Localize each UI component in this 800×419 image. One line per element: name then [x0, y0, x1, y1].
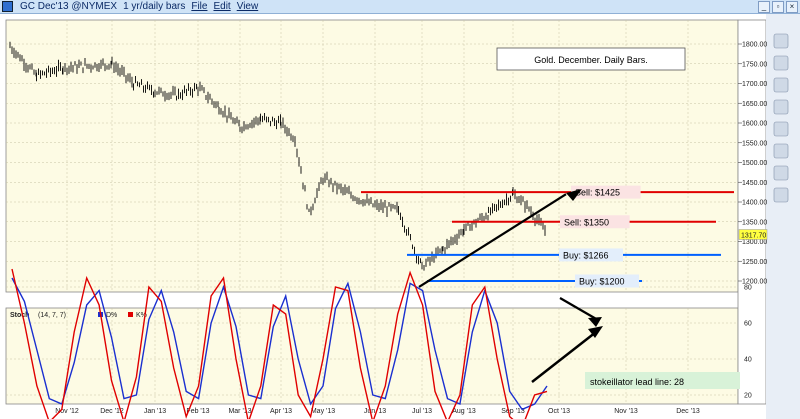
lead-line-label: stokeillator lead line: 28: [590, 377, 684, 387]
y-tick-label: 1650.00: [742, 101, 767, 108]
stoch-arrow-head: [588, 326, 603, 338]
stoch-tick-label: 80: [744, 285, 752, 292]
buy-level-label: Buy: $1266: [563, 250, 609, 260]
x-tick-label: Nov '13: [614, 408, 638, 415]
symbol-selector[interactable]: GC Dec'13 @NYMEX: [20, 1, 118, 12]
x-tick-label: Dec '12: [100, 408, 124, 415]
timeframe-selector[interactable]: 1 yr/daily bars: [123, 1, 186, 12]
sell-level-label: Sell: $1350: [564, 217, 609, 227]
y-tick-label: 1450.00: [742, 180, 767, 187]
tool-erase-icon[interactable]: [773, 187, 789, 203]
trendline-arrowhead: [566, 189, 582, 201]
menu-view[interactable]: View: [236, 1, 259, 12]
legend-label-k: K%: [136, 312, 147, 319]
y-tick-label: 1350.00: [742, 219, 767, 226]
y-tick-label: 1700.00: [742, 81, 767, 88]
tool-zoom-icon[interactable]: [773, 121, 789, 137]
x-tick-label: Jul '13: [412, 408, 432, 415]
y-tick-label: 1600.00: [742, 121, 767, 128]
x-tick-label: Sep '13: [501, 408, 525, 415]
menu-file[interactable]: File: [191, 1, 208, 12]
tool-text-icon[interactable]: [773, 99, 789, 115]
x-tick-label: Apr '13: [270, 408, 292, 415]
stoch-tick-label: 60: [744, 321, 752, 328]
chart-area: Nov '12 Dec '12 Jan '13 Feb '13 Mar '13 Apr '…: [0, 14, 800, 419]
lead-line-label-bg: [585, 372, 740, 389]
last-price-marker: [738, 229, 768, 240]
stoch-tick-label: 20: [744, 393, 752, 400]
stoch-arrow-line: [531, 331, 597, 383]
stoch-line-d: [11, 277, 548, 411]
chart-title: Gold. December. Daily Bars.: [534, 55, 648, 65]
stoch-title: Stoch: [10, 312, 29, 319]
trendline: [418, 193, 567, 288]
last-price-label: 1317.70: [741, 233, 766, 240]
menu-edit[interactable]: Edit: [213, 1, 231, 12]
legend-swatch-k: [128, 312, 133, 317]
tool-cursor-icon[interactable]: [773, 55, 789, 71]
price-axis: [737, 19, 767, 405]
minimize-icon[interactable]: _: [758, 1, 770, 13]
y-tick-label: 1300.00: [742, 239, 767, 246]
price-bars: [9, 41, 546, 271]
sell-level-label-bg: [571, 185, 641, 199]
y-tick-label: 1400.00: [742, 200, 767, 207]
title-bar: GC Dec'13 @NYMEX 1 yr/daily bars File Ed…: [0, 0, 800, 14]
buy-level-label-bg: [575, 274, 639, 288]
x-tick-label: Nov '12: [55, 408, 79, 415]
sell-level-label: Sell: $1425: [575, 188, 620, 198]
stoch-params: (14, 7, 7): [38, 312, 66, 319]
tool-channel-icon[interactable]: [773, 165, 789, 181]
tool-crosshair-icon[interactable]: [773, 33, 789, 49]
y-tick-label: 1750.00: [742, 61, 767, 68]
x-tick-label: Jun '13: [364, 408, 386, 415]
forecast-arrow-head: [588, 317, 602, 327]
buy-level-label: Buy: $1200: [579, 277, 625, 287]
chart-title-box: [496, 47, 686, 71]
y-tick-label: 1250.00: [742, 259, 767, 266]
x-tick-label: Oct '13: [548, 408, 570, 415]
x-tick-label: Mar '13: [228, 408, 251, 415]
forecast-arrow-line: [559, 297, 599, 321]
tool-line-icon[interactable]: [773, 77, 789, 93]
close-icon[interactable]: ×: [786, 1, 798, 13]
right-toolbar: [766, 14, 800, 419]
app-icon: [2, 1, 13, 12]
buy-level-label-bg: [559, 248, 623, 262]
x-tick-label: Aug '13: [452, 408, 476, 415]
x-tick-label: Feb '13: [186, 408, 209, 415]
y-tick-label: 1200.00: [742, 279, 767, 286]
y-tick-label: 1800.00: [742, 42, 767, 49]
stoch-tick-label: 40: [744, 357, 752, 364]
y-tick-label: 1500.00: [742, 160, 767, 167]
tool-fib-icon[interactable]: [773, 143, 789, 159]
x-tick-label: Dec '13: [676, 408, 700, 415]
legend-label-d: D%: [106, 312, 117, 319]
restore-icon[interactable]: ▫: [772, 1, 784, 13]
stoch-line-k: [11, 268, 548, 419]
x-tick-label: May '13: [311, 408, 335, 415]
sell-level-label-bg: [560, 215, 630, 229]
y-tick-label: 1550.00: [742, 140, 767, 147]
x-tick-label: Jan '13: [144, 408, 166, 415]
